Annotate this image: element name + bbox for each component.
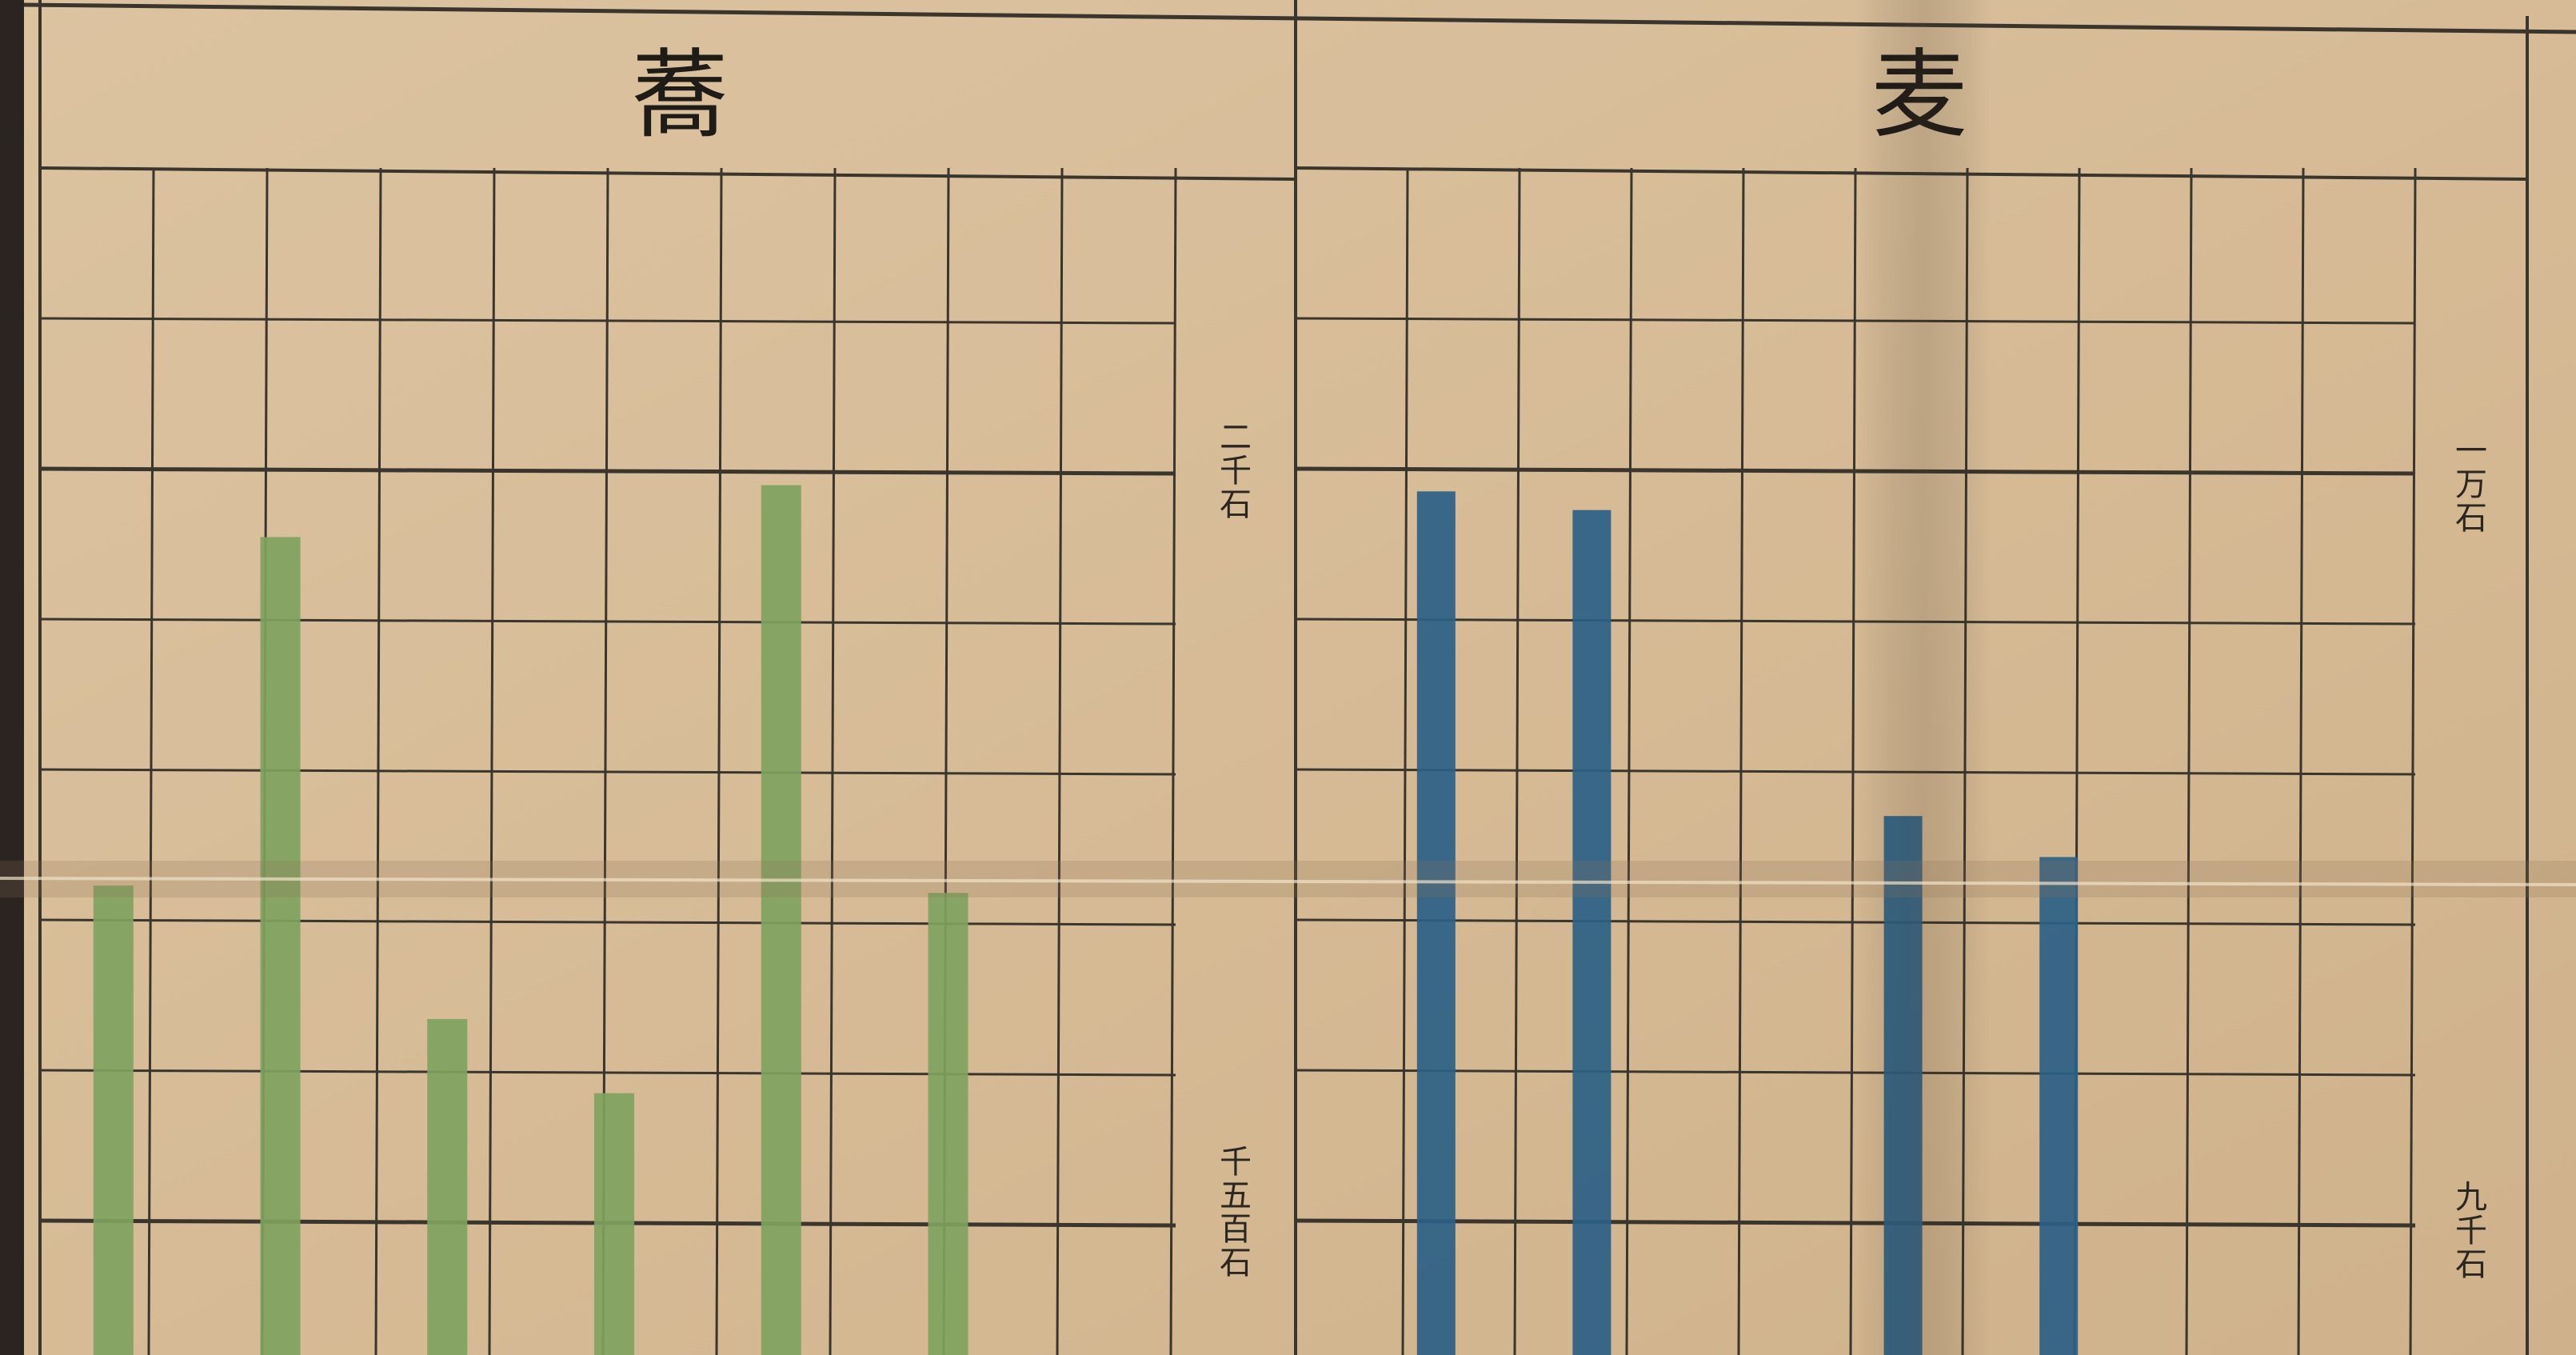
panel-1-scale-label-char: 石 [1220,1245,1252,1281]
panel-1-grid-row [39,1069,1176,1077]
panel-2-scale-label-char: 一 [2455,433,2487,470]
panel-2-grid-col [1849,167,1857,1355]
panel-1-grid-row [39,466,1176,476]
panel-1-grid-row [39,618,1176,626]
panel-2-grid-col [1625,167,1633,1355]
panel-2-grid-col [1737,167,1745,1355]
panel-2-grid-col [2185,167,2193,1355]
panel-2-grid-col [2297,167,2305,1355]
left-dark-border [0,0,24,1355]
panel-2-bar [1572,510,1611,1355]
panel-1-scale-label: 二千石 [1220,419,1252,523]
panel-2-scale-label-char: 石 [2455,1246,2487,1283]
panel-1-header-rule [39,166,1296,181]
panel-2-scale-label: 九千石 [2455,1179,2487,1283]
panel-1-grid-col [829,167,837,1355]
panel-2-scale-label-char: 九 [2455,1179,2487,1216]
panel-1-scale-label-char: 石 [1220,486,1252,523]
panel-1-scale-label-char: 二 [1220,419,1252,456]
panel-1-grid-row [39,317,1176,325]
panel-1-bar [427,1018,468,1355]
panel-2-grid-col [1513,167,1521,1355]
panel-1-scale-label-char: 千 [1220,453,1252,490]
panel-2-scale-label-char: 万 [2455,466,2487,503]
panel-1-grid-row [39,918,1176,926]
panel-1-grid-col [374,167,382,1355]
panel-2-grid-col [2409,167,2417,1355]
panel-2-scale-label-char: 千 [2455,1213,2487,1249]
top-border-line [23,2,2576,34]
panel-1-grid-col [1056,167,1064,1355]
panel-1-grid-col [147,167,155,1355]
panel-1-bar [761,485,801,1355]
panel-2-scale-label: 一万石 [2455,433,2487,537]
panel-1-scale-label-char: 千 [1220,1144,1252,1181]
panel-1-scale-label-char: 五 [1220,1177,1252,1214]
panel-1-title: 蕎 [632,40,728,151]
panel-2-bar [1416,491,1456,1355]
horizontal-fold-crease [0,877,2576,886]
vertical-paper-fold [1855,0,1991,1355]
panel-1-bar [928,893,968,1355]
panel-2-grid-col [1401,167,1409,1355]
panel-1-bar [594,1093,635,1355]
panel-1-grid-col [1169,167,1177,1355]
panel-2-scale-label-char: 石 [2455,500,2487,537]
panel-1-grid-col [488,167,496,1355]
panel-1-bar [260,537,301,1355]
panel-1-grid-row [39,768,1176,776]
panel-1-scale-label-char: 百 [1220,1211,1252,1248]
panel-1-bar [93,885,134,1355]
panel-2-bar [2039,857,2079,1355]
panel-1-grid-col [715,167,723,1355]
